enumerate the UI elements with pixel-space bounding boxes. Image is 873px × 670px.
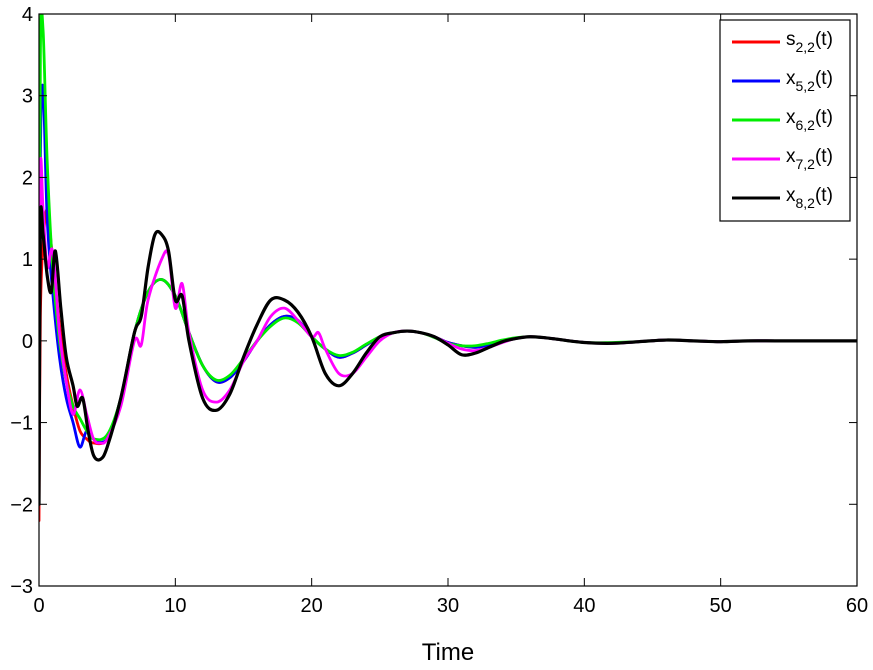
x-tick-labels: 0 10 20 30 40 50 60 (33, 595, 868, 617)
y-tick-label-5: 2 (22, 167, 33, 189)
x-tick-label-4: 40 (573, 595, 595, 617)
legend-label-sub-4: 8,2 (796, 195, 816, 211)
y-tick-label-6: 3 (22, 86, 33, 108)
legend-label-main-3: x (786, 146, 796, 167)
x-tick-label-6: 60 (846, 595, 868, 617)
x-tick-label-2: 20 (301, 595, 323, 617)
y-tick-label-7: 4 (22, 4, 33, 26)
legend-label-suffix-0: (t) (815, 29, 833, 50)
x-tick-label-5: 50 (710, 595, 732, 617)
legend-label-suffix-4: (t) (815, 185, 833, 206)
legend-label-sub-1: 5,2 (796, 78, 816, 94)
legend-label-main-1: x (786, 68, 796, 89)
y-tick-label-1: −2 (10, 494, 33, 516)
x-axis-label: Time (422, 639, 474, 666)
legend-label-main-4: x (786, 185, 796, 206)
legend-label-sub-3: 7,2 (796, 156, 816, 172)
ticks-layer (38, 13, 858, 587)
y-tick-label-0: −3 (10, 576, 33, 598)
series-line-4 (39, 205, 857, 506)
legend-label-0: s2,2(t) (786, 29, 833, 55)
legend-label-sub-2: 6,2 (796, 117, 816, 133)
y-tick-label-4: 1 (22, 249, 33, 271)
y-tick-labels: −3 −2 −1 0 1 2 3 4 (10, 4, 33, 598)
legend-label-suffix-3: (t) (815, 146, 833, 167)
x-tick-label-0: 0 (33, 595, 44, 617)
legend-label-1: x5,2(t) (786, 68, 833, 94)
legend-label-main-2: x (786, 107, 796, 128)
x-tick-label-3: 30 (437, 595, 459, 617)
legend-label-sub-0: 2,2 (796, 39, 816, 55)
series-layer (39, 14, 857, 523)
y-tick-label-2: −1 (10, 413, 33, 435)
legend: s2,2(t)x5,2(t)x6,2(t)x7,2(t)x8,2(t) (719, 19, 851, 222)
y-tick-label-3: 0 (22, 331, 33, 353)
legend-label-suffix-1: (t) (815, 68, 833, 89)
x-tick-label-1: 10 (164, 595, 186, 617)
legend-label-suffix-2: (t) (815, 107, 833, 128)
legend-label-4: x8,2(t) (786, 185, 833, 211)
legend-label-3: x7,2(t) (786, 146, 833, 172)
legend-label-main-0: s (786, 29, 796, 50)
legend-label-2: x6,2(t) (786, 107, 833, 133)
